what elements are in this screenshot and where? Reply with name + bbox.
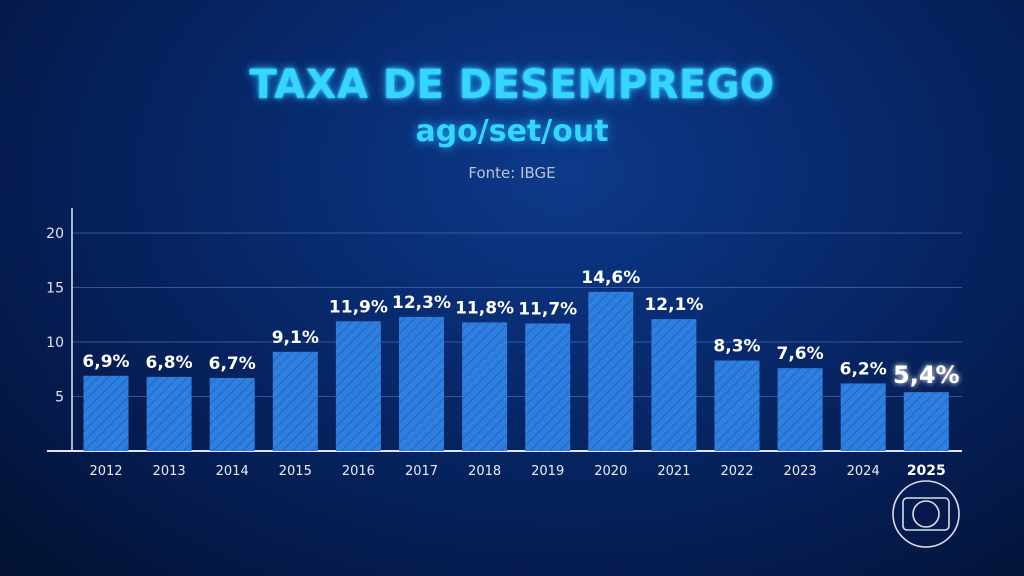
data-label-2013: 6,8% [146, 353, 193, 373]
bar-2015 [272, 351, 318, 451]
bar-2016 [335, 321, 381, 451]
y-tick-label: 15 [46, 281, 64, 297]
x-tick-label-2019: 2019 [531, 464, 564, 479]
data-label-2023: 7,6% [777, 344, 824, 364]
bar-2017 [399, 316, 444, 451]
data-label-2020: 14,6% [581, 268, 640, 288]
data-label-2016: 11,9% [329, 297, 388, 317]
data-label-2015: 9,1% [272, 328, 319, 348]
x-tick-label-2016: 2016 [342, 464, 375, 479]
data-label-2022: 8,3% [713, 337, 760, 357]
y-tick-label: 5 [55, 390, 64, 406]
bar-2021 [651, 319, 697, 451]
bar-2019 [525, 323, 571, 451]
x-tick-label-2014: 2014 [216, 464, 249, 479]
x-tick-label-2020: 2020 [594, 464, 627, 479]
chart-title: TAXA DE DESEMPREGO [249, 62, 775, 108]
x-tick-label-2025: 2025 [907, 463, 946, 479]
globo-logo [892, 480, 960, 548]
data-label-2012: 6,9% [82, 352, 129, 372]
bar-2020 [588, 291, 634, 451]
bar-2024 [840, 383, 886, 451]
bar-2013 [146, 376, 192, 451]
bar-2018 [462, 322, 508, 451]
data-label-2018: 11,8% [455, 298, 514, 318]
data-label-2025: 5,4% [893, 361, 960, 389]
y-tick-label: 10 [46, 335, 64, 351]
x-tick-label-2023: 2023 [784, 464, 817, 479]
x-tick-label-2021: 2021 [657, 464, 690, 479]
x-tick-label-2012: 2012 [89, 464, 122, 479]
data-label-2024: 6,2% [840, 359, 887, 379]
x-tick-label-2024: 2024 [847, 464, 880, 479]
bar-2012 [83, 375, 129, 451]
x-tick-label-2022: 2022 [720, 464, 753, 479]
data-label-2019: 11,7% [518, 299, 577, 319]
chart-source: Fonte: IBGE [468, 164, 556, 182]
x-tick-label-2018: 2018 [468, 464, 501, 479]
x-tick-label-2013: 2013 [153, 464, 186, 479]
chart-subtitle: ago/set/out [415, 114, 609, 149]
x-tick-label-2017: 2017 [405, 464, 438, 479]
bar-2022 [714, 360, 760, 451]
x-tick-label-2015: 2015 [279, 464, 312, 479]
data-label-2014: 6,7% [209, 354, 256, 374]
bar-2025 [903, 392, 949, 451]
data-label-2021: 12,1% [644, 295, 703, 315]
data-label-2017: 12,3% [392, 293, 451, 313]
bar-2023 [777, 368, 823, 451]
y-tick-label: 20 [46, 226, 64, 242]
bar-2014 [209, 377, 255, 451]
